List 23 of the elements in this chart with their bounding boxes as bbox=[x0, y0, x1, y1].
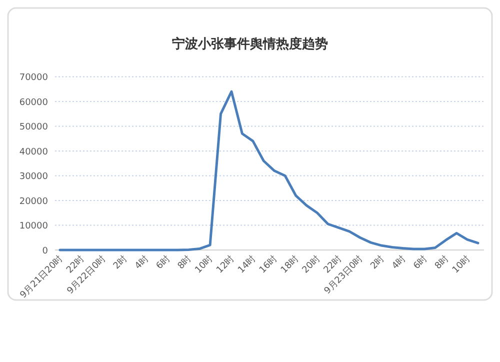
x-tick-label: 10时 bbox=[192, 253, 216, 276]
x-tick-label: 20时 bbox=[300, 253, 322, 276]
x-tick-label: 12时 bbox=[214, 253, 237, 276]
y-tick-label: 10000 bbox=[19, 222, 48, 232]
x-tick-label: 6时 bbox=[411, 253, 430, 272]
chart-title: 宁波小张事件舆情热度趋势 bbox=[172, 36, 328, 52]
x-tick-label: 10时 bbox=[450, 253, 472, 276]
x-tick-label: 18时 bbox=[278, 253, 301, 276]
x-tick-label: 6时 bbox=[154, 253, 172, 272]
x-tick-label: 2时 bbox=[111, 253, 130, 272]
y-tick-label: 70000 bbox=[19, 73, 48, 84]
x-tick-label: 14时 bbox=[236, 253, 258, 276]
x-tick-label: 2时 bbox=[368, 253, 387, 272]
x-tick-label: 8时 bbox=[432, 253, 451, 272]
x-tick-label: 4时 bbox=[390, 253, 408, 272]
x-tick-label: 4时 bbox=[132, 253, 151, 272]
x-tick-label: 8时 bbox=[176, 253, 194, 272]
y-tick-label: 50000 bbox=[19, 122, 48, 133]
y-tick-label: 40000 bbox=[19, 147, 48, 158]
y-tick-label: 30000 bbox=[19, 172, 48, 182]
y-tick-label: 60000 bbox=[19, 98, 48, 108]
x-tick-label: 16时 bbox=[257, 253, 280, 276]
y-tick-label: 20000 bbox=[19, 196, 48, 207]
